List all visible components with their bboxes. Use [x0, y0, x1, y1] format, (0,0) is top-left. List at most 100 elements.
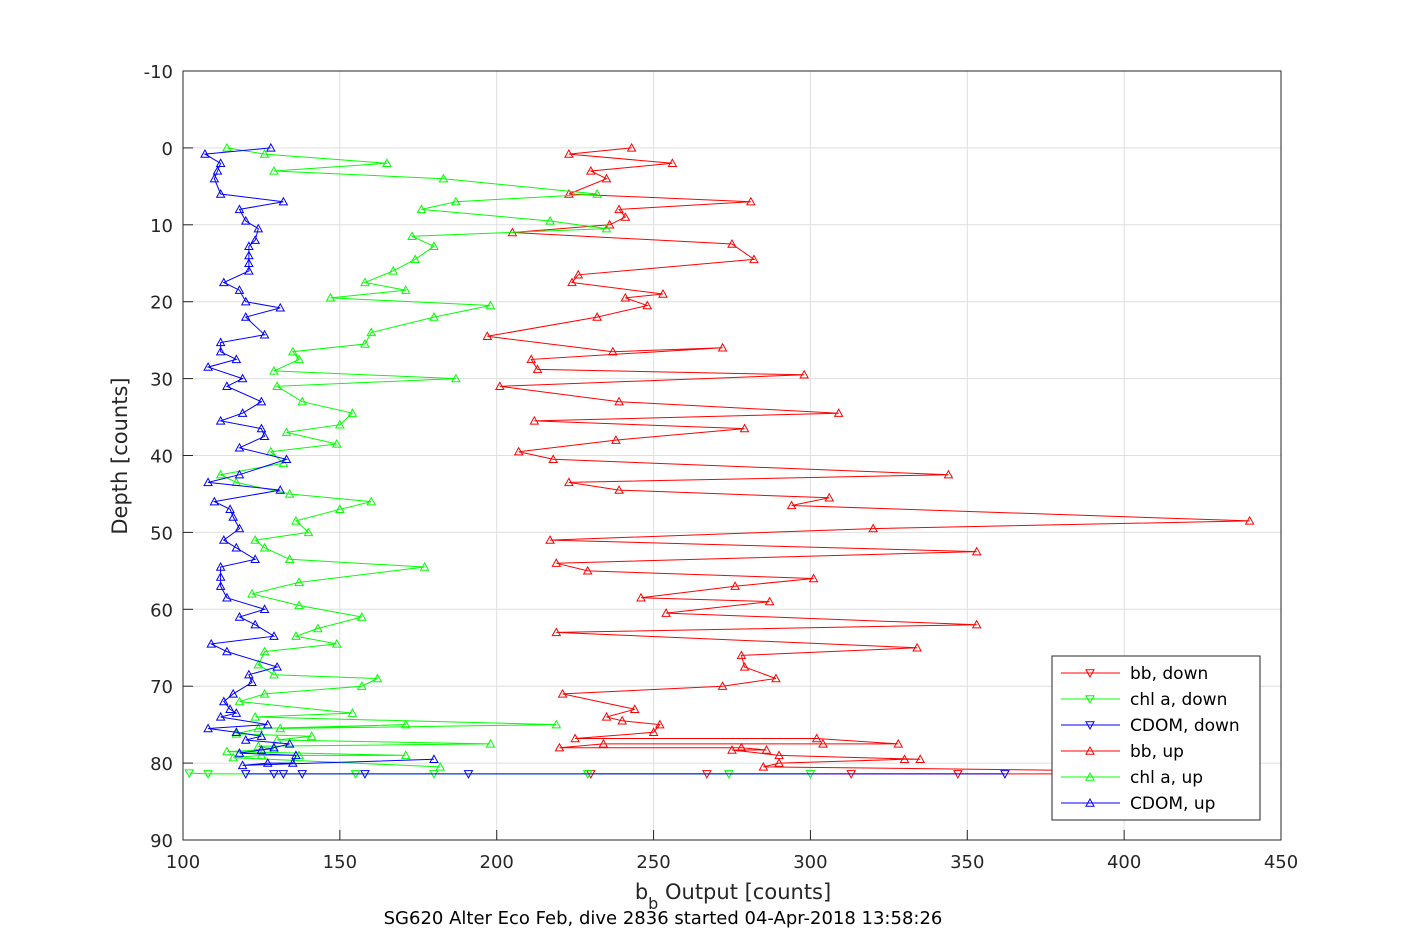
series-bb-up-marker [570, 733, 580, 743]
legend-item-bb-up: bb, up [1061, 742, 1184, 762]
series-cdom-up-marker [234, 523, 245, 533]
series-chl-a-up-marker [294, 600, 304, 610]
series-chl-a-up-marker [291, 631, 301, 640]
series-cdom-up-marker [206, 638, 217, 648]
series-cdom-down-marker [297, 770, 308, 779]
series-chl-a-up-marker [438, 173, 449, 183]
series-cdom-up-marker [215, 346, 226, 356]
series-bb-up-marker [717, 681, 728, 690]
series-chl-a-up-marker [416, 204, 427, 214]
series-chl-a-up-marker [407, 231, 417, 241]
legend: bb, down chl a, down CDOM, down bb, up chl a… [1051, 655, 1261, 821]
series-cdom-up-marker [253, 223, 264, 233]
series-bb-up-marker [557, 688, 568, 698]
x-axis-label: bb Output [counts] [635, 880, 831, 913]
series-chl-a-up-marker [347, 708, 358, 717]
y-tick-label: 70 [150, 677, 173, 698]
x-tick-label: 100 [166, 852, 200, 873]
series-chl-a-up-marker [347, 408, 358, 417]
series-chl-a-up-marker [253, 741, 264, 750]
series-cdom-up-marker [215, 158, 226, 167]
series-cdom-up-marker [269, 631, 279, 640]
series-cdom-up-marker [218, 535, 229, 544]
series-cdom-up-marker [269, 742, 279, 752]
series-chl-a-up-marker [250, 535, 261, 544]
series-chl-a-up-marker [259, 646, 270, 656]
series-cdom-up-marker [225, 504, 235, 514]
series-bb-up-marker [771, 673, 781, 683]
series-bb-up-marker [739, 423, 750, 433]
series-bb-up-marker [620, 292, 631, 302]
series-cdom-up-marker [215, 561, 226, 571]
series-bb-up-marker [727, 238, 737, 248]
series-chl-a-up-marker [259, 688, 270, 698]
y-tick-label: 0 [162, 139, 173, 160]
series-cdom-up-marker [237, 373, 248, 383]
series-cdom-up-marker [209, 496, 220, 506]
series-bb-up-marker [614, 485, 624, 494]
series-cdom-up-marker [259, 604, 270, 613]
series-bb-up-marker [620, 212, 631, 221]
series-bb-up-marker [893, 738, 904, 748]
series-cdom-up-marker [225, 704, 235, 713]
series-bb-up-line [487, 147, 1250, 773]
series-chl-a-up-marker [269, 365, 279, 375]
series-cdom-up-marker [250, 619, 261, 629]
series-bb-up-marker [513, 446, 524, 456]
series-cdom-up-marker [212, 165, 223, 175]
legend-marker [1085, 797, 1095, 807]
series-chl-a-up-marker [331, 438, 342, 448]
x-tick-label: 400 [1107, 852, 1141, 873]
series-bb-up-marker [551, 627, 562, 637]
series-chl-a-up-marker [451, 373, 461, 383]
series-bb-up-marker [529, 415, 540, 425]
series-bb-up-marker [658, 288, 668, 298]
series-bb-up-marker [774, 758, 784, 767]
x-tick-label: 150 [323, 852, 357, 873]
series-chl-a-up-marker [356, 681, 367, 690]
y-tick-label: 90 [150, 831, 173, 852]
series-chl-a-up-marker [284, 554, 295, 564]
series-cdom-up-marker [222, 646, 232, 656]
series-cdom-up-marker [244, 265, 254, 275]
series-chl-a-up-marker [234, 696, 245, 706]
series-bb-up-marker [943, 469, 954, 479]
series-cdom-up-marker [222, 381, 232, 390]
series-bb-up-marker [548, 454, 559, 464]
series-chl-a-up-marker [360, 277, 370, 287]
series-chl-a-up-marker [272, 381, 282, 390]
series-chl-a-up-marker [222, 142, 232, 152]
series-cdom-up-marker [228, 688, 239, 698]
series-cdom-up-marker [228, 511, 239, 521]
series-chl-a-up-marker [281, 427, 292, 437]
series-cdom-up-marker [291, 750, 301, 760]
series-cdom-down-marker [463, 770, 474, 779]
series-bb-up-marker [648, 727, 659, 737]
series-chl-a-up-marker [291, 515, 301, 525]
series-bb-up-marker [545, 535, 555, 544]
series-chl-a-up-marker [429, 241, 439, 251]
series-cdom-down-marker [240, 770, 251, 779]
series-cdom-up-marker [240, 296, 251, 306]
series-bb-up-marker [526, 354, 537, 364]
series-chl-a-up-marker [297, 396, 308, 406]
series-chl-a-up-marker [325, 292, 336, 302]
series-bb-up-marker [629, 704, 640, 713]
series-chl-a-up-marker [284, 488, 295, 498]
series-cdom-up-marker [203, 477, 213, 487]
series-chl-a-up-marker [250, 711, 261, 721]
series-chl-a-up-marker [231, 728, 242, 738]
series-cdom-up-marker [231, 727, 242, 737]
legend-item-chl-a-up: chl a, up [1061, 768, 1203, 788]
series-cdom-down-marker [278, 770, 289, 779]
figure-caption: SG620 Alter Eco Feb, dive 2836 started 0… [384, 908, 943, 929]
series-cdom-up-marker [256, 744, 267, 754]
series-bb-up-marker [915, 754, 926, 763]
tick-labels: 100 150 200 250 300 350 400 450 -10 0 10 20 30 40 50 60… [144, 62, 1299, 873]
y-tick-label: 20 [150, 293, 173, 314]
series-cdom-up-marker [240, 312, 251, 321]
series-cdom-up-marker [278, 196, 289, 206]
legend-label: bb, down [1130, 664, 1208, 684]
series-cdom-up-marker [281, 454, 292, 464]
series-chl-a-up-marker [335, 504, 345, 514]
